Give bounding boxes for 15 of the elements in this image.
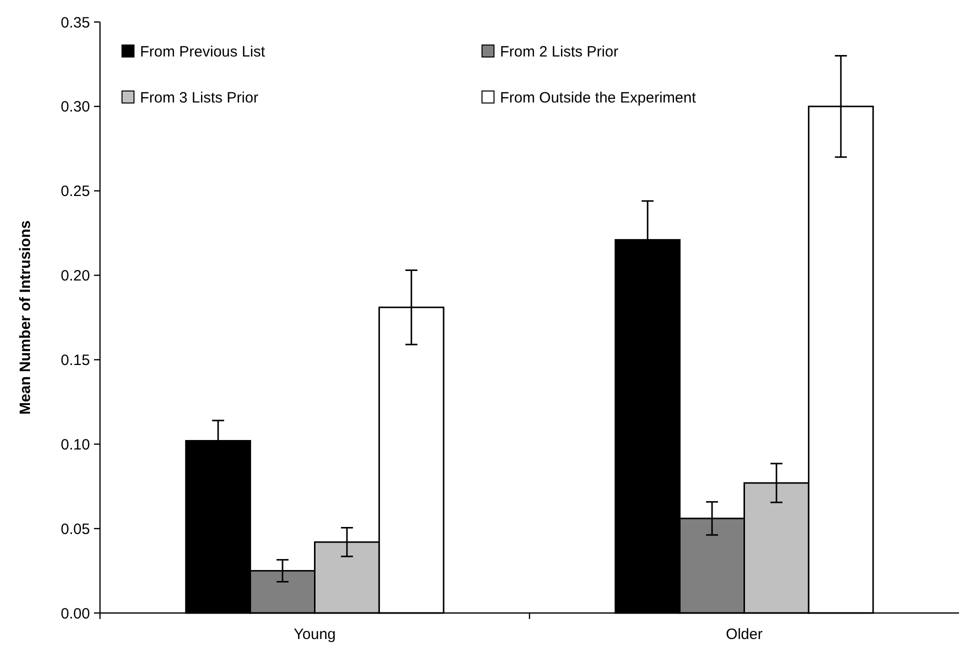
- x-tick-label: Young: [294, 626, 336, 643]
- legend-label: From 2 Lists Prior: [500, 43, 618, 60]
- y-tick-label: 0.05: [60, 520, 90, 538]
- legend-label: From Previous List: [140, 43, 266, 60]
- legend-label: From Outside the Experiment: [500, 89, 697, 106]
- y-tick-label: 0.30: [60, 98, 90, 116]
- y-tick-label: 0.25: [60, 183, 90, 200]
- legend-label: From 3 Lists Prior: [140, 89, 258, 106]
- x-tick-label: Older: [726, 626, 763, 643]
- y-tick-label: 0.00: [60, 605, 90, 622]
- y-tick-label: 0.10: [60, 436, 90, 454]
- y-axis-title: Mean Number of Intrusions: [17, 220, 34, 415]
- y-tick-label: 0.15: [60, 352, 90, 369]
- y-tick-label: 0.35: [60, 14, 90, 32]
- y-tick-label: 0.20: [60, 268, 90, 285]
